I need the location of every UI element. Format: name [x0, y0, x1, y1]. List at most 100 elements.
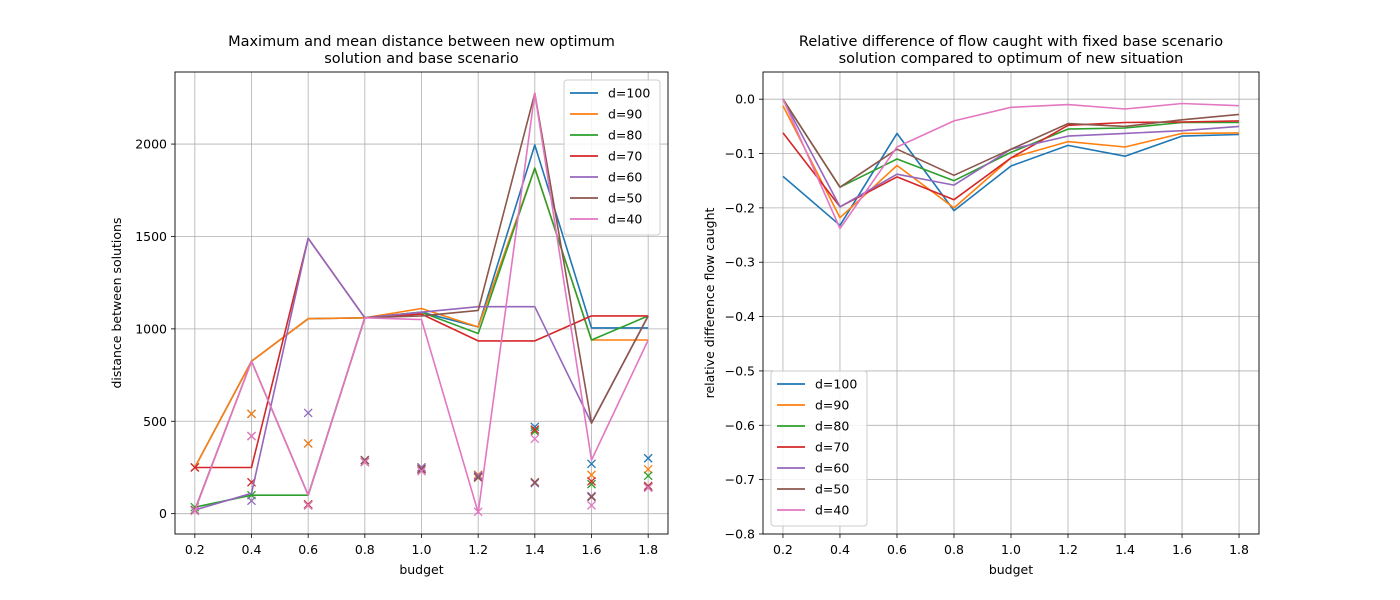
- y-tick-label: 0: [159, 506, 167, 521]
- marker-stroke: [530, 477, 540, 487]
- y-tick-label: −0.3: [725, 255, 755, 270]
- legend-label-d=70: d=70: [815, 440, 849, 455]
- legend-label-d=80: d=80: [608, 128, 642, 143]
- chart-title: Maximum and mean distance between new op…: [228, 34, 615, 50]
- mean-marker-d=60: [247, 496, 256, 506]
- mean-marker-d=100: [587, 459, 596, 469]
- legend-label-d=70: d=70: [608, 149, 642, 164]
- y-tick-label: −0.2: [725, 200, 755, 215]
- marker-stroke: [247, 409, 256, 419]
- marker-stroke: [303, 438, 313, 448]
- mean-marker-d=90: [303, 438, 313, 448]
- mean-marker-d=50: [417, 464, 426, 474]
- mean-marker-d=40: [247, 431, 256, 441]
- chart-right: 0.2 0.4 0.6 0.8 1.0 1.2 1.4 1.6 1.8 0.0 −0.1 −0.2 −0…: [702, 34, 1260, 577]
- mean-marker-d=40: [303, 500, 313, 510]
- mean-marker-d=70: [190, 463, 200, 472]
- mean-marker-d=40: [587, 500, 596, 510]
- mean-marker-d=40: [530, 434, 540, 444]
- chart-left: 0.2 0.4 0.6 0.8 1.0 1.2 1.4 1.6 1.8 0 500 1000 1500 2…: [109, 34, 669, 577]
- mean-marker-d=100: [643, 453, 653, 463]
- mean-marker-d=70: [530, 425, 540, 435]
- mean-marker-d=90: [247, 409, 256, 419]
- marker-stroke: [643, 482, 653, 492]
- x-tick-label: 1.6: [582, 542, 602, 557]
- mean-marker-d=70: [303, 499, 313, 509]
- marker-stroke: [247, 431, 256, 441]
- mean-marker-d=60: [530, 478, 540, 488]
- legend-frame: [563, 79, 661, 236]
- marker-stroke: [417, 464, 426, 474]
- mean-marker-d=60: [417, 463, 426, 472]
- legend: d=100 d=90 d=80 d=70 d=60 d=50 d=40: [563, 79, 661, 236]
- mean-marker-d=50: [643, 482, 653, 492]
- legend-label-d=90: d=90: [608, 107, 642, 122]
- y-tick-label: 1000: [135, 321, 167, 336]
- y-tick-label: −0.4: [725, 309, 755, 324]
- x-tick-label: 0.4: [830, 542, 850, 557]
- marker-stroke: [303, 500, 313, 510]
- marker-stroke: [643, 464, 653, 474]
- legend-label-d=60: d=60: [608, 170, 642, 185]
- legend-label-d=50: d=50: [815, 482, 849, 497]
- y-tick-label: 0.0: [735, 92, 755, 107]
- marker-stroke: [247, 496, 256, 506]
- series-line-d=60: [194, 237, 649, 511]
- x-tick-label: 1.2: [1058, 542, 1078, 557]
- mean-marker-d=40: [417, 466, 426, 476]
- mean-marker-d=80: [643, 471, 653, 481]
- chart-title: Relative difference of flow caught with …: [799, 34, 1223, 50]
- y-tick-label: 2000: [135, 137, 167, 152]
- marker-stroke: [473, 473, 483, 483]
- mean-marker-d=40: [643, 483, 653, 493]
- legend-label-d=50: d=50: [608, 191, 642, 206]
- legend-label-d=90: d=90: [815, 398, 849, 413]
- series-line-d=40: [194, 92, 649, 514]
- x-tick-label: 1.6: [1172, 542, 1192, 557]
- marker-stroke: [587, 459, 596, 469]
- marker-stroke: [587, 492, 596, 502]
- marker-stroke: [190, 463, 200, 472]
- marker-stroke: [643, 471, 653, 481]
- marker-stroke: [360, 457, 370, 467]
- marker-stroke: [473, 472, 483, 482]
- mean-marker-d=60: [303, 408, 313, 418]
- marker-stroke: [530, 425, 540, 435]
- x-tick-label: 1.0: [412, 542, 432, 557]
- legend-label-d=80: d=80: [815, 419, 849, 434]
- marker-stroke: [587, 479, 596, 489]
- x-tick-label: 1.4: [1115, 542, 1135, 557]
- legend-label-d=60: d=60: [815, 461, 849, 476]
- mean-marker-d=60: [587, 491, 596, 501]
- marker-stroke: [643, 453, 653, 463]
- series-line-d=70: [194, 237, 649, 469]
- y-tick-label: −0.6: [725, 418, 755, 433]
- marker-stroke: [473, 507, 483, 517]
- y-tick-label: 1500: [135, 229, 167, 244]
- mean-marker-d=90: [643, 464, 653, 474]
- mean-marker-d=40: [360, 457, 370, 467]
- mean-marker-d=70: [643, 481, 653, 491]
- legend-label-d=40: d=40: [815, 503, 849, 518]
- mean-marker-d=40: [473, 507, 483, 517]
- mean-marker-d=70: [473, 472, 483, 482]
- x-tick-label: 1.8: [1229, 542, 1249, 557]
- mean-marker-d=50: [530, 477, 540, 487]
- x-tick-label: 0.2: [185, 542, 205, 557]
- y-tick-label: −0.1: [725, 146, 755, 161]
- marker-stroke: [303, 408, 313, 418]
- series-line-d=40: [782, 98, 1240, 230]
- mean-marker-d=60: [473, 471, 483, 481]
- y-tick-label: −0.7: [725, 472, 755, 487]
- x-axis-label: budget: [989, 562, 1033, 577]
- legend-label-d=40: d=40: [608, 212, 642, 227]
- mean-marker-d=40: [190, 506, 200, 516]
- marker-stroke: [587, 491, 596, 501]
- marker-stroke: [473, 470, 483, 480]
- axes-frame: [174, 71, 669, 535]
- y-tick-label: −0.5: [725, 363, 755, 378]
- series-line-d=50: [782, 98, 1240, 188]
- mean-marker-d=50: [473, 473, 483, 483]
- x-tick-label: 0.6: [298, 542, 318, 557]
- x-tick-label: 0.8: [944, 542, 964, 557]
